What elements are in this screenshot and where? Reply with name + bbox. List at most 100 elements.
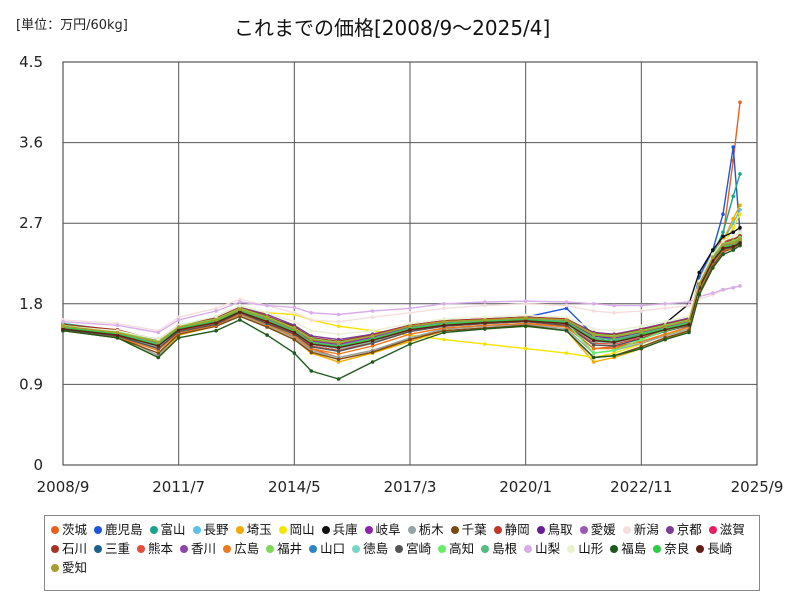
data-point (214, 320, 218, 325)
data-point (738, 237, 742, 242)
data-point (292, 305, 297, 310)
legend-marker (665, 525, 674, 534)
data-point (564, 351, 569, 355)
data-point (697, 293, 701, 297)
data-point (591, 351, 596, 355)
legend-marker (180, 544, 189, 553)
legend-label: 長崎 (707, 541, 733, 556)
data-point (591, 333, 596, 337)
data-point (214, 314, 218, 319)
legend-label: 福島 (621, 541, 647, 556)
legend-label: 静岡 (504, 522, 530, 537)
legend-item: 静岡 (493, 520, 530, 539)
data-point (663, 302, 667, 306)
legend-item: 滋賀 (708, 520, 745, 539)
data-point (442, 319, 446, 324)
data-point (408, 332, 412, 337)
series-lines (61, 100, 742, 381)
data-point (738, 225, 742, 230)
legend-item: 鳥取 (536, 520, 573, 539)
legend-item: 茨城 (51, 520, 87, 539)
data-point (61, 324, 65, 329)
legend-marker (579, 525, 588, 534)
data-point (639, 337, 644, 342)
legend-label: 徳島 (363, 541, 389, 556)
data-point (591, 346, 596, 351)
legend-label: 埼玉 (246, 522, 272, 537)
legend-item: 愛媛 (579, 520, 616, 539)
data-point (408, 328, 412, 332)
x-tick-label: 2020/1 (499, 478, 552, 496)
legend-label: 鳥取 (547, 522, 573, 537)
data-point (639, 346, 644, 351)
data-point (370, 309, 375, 313)
legend-marker (653, 544, 662, 553)
legend-label: 福井 (277, 541, 303, 556)
data-point (731, 248, 735, 252)
legend-item: 長野 (192, 520, 229, 539)
data-point (309, 318, 314, 322)
legend-marker (493, 525, 502, 534)
data-point (523, 316, 528, 320)
data-point (523, 299, 528, 303)
series-line-27 (62, 285, 741, 334)
data-point (309, 311, 314, 315)
data-point (564, 315, 569, 320)
x-tick-label: 2008/9 (37, 478, 90, 496)
data-point (156, 355, 161, 360)
data-point (697, 282, 701, 286)
data-point (663, 332, 667, 337)
legend-label: 富山 (160, 522, 186, 537)
legend-item: 山口 (309, 539, 345, 558)
data-point (731, 225, 735, 230)
data-point (564, 306, 569, 311)
data-point (612, 351, 616, 355)
data-point (639, 303, 644, 308)
x-tick-label: 2011/7 (152, 478, 205, 496)
data-point (612, 328, 616, 333)
legend-label: 熊本 (148, 541, 174, 556)
legend-label: 石川 (62, 541, 88, 556)
legend-label: 三重 (105, 541, 131, 556)
legend-marker (567, 544, 576, 553)
x-tick-label: 2022/11 (610, 478, 672, 496)
data-point (156, 330, 161, 335)
data-point (156, 351, 161, 355)
legend: 茨城 鹿児島 富山 長野 埼玉 岡山 兵庫 岐阜 栃木 千葉 静岡 鳥取 愛媛 新潟 京都 滋賀 石川 三重 熊本 香… (44, 515, 760, 591)
data-point (292, 311, 297, 315)
legend-label: 宮崎 (406, 541, 432, 556)
data-point (370, 315, 375, 320)
legend-item: 三重 (94, 539, 130, 558)
data-point (738, 212, 742, 216)
y-tick-label: 2.7 (19, 214, 43, 232)
legend-marker (51, 525, 59, 534)
legend-item: 岡山 (278, 520, 315, 539)
legend-label: 長野 (203, 522, 229, 537)
legend-label: 岐阜 (375, 522, 401, 537)
legend-marker (352, 544, 361, 553)
y-tick-label: 1.8 (19, 295, 43, 313)
data-point (336, 324, 341, 329)
legend-item: 長崎 (696, 539, 732, 558)
data-point (115, 333, 120, 337)
legend-marker (622, 525, 631, 534)
data-point (156, 340, 161, 345)
data-point (292, 330, 297, 335)
data-point (176, 318, 181, 322)
legend-item: 宮崎 (395, 539, 431, 558)
data-point (214, 309, 218, 313)
legend-marker (51, 563, 59, 572)
legend-item: 京都 (665, 520, 702, 539)
legend-marker (192, 525, 201, 534)
legend-item: 熊本 (137, 539, 173, 558)
legend-marker (223, 544, 232, 553)
data-point (265, 325, 269, 329)
legend-label: 千葉 (461, 522, 487, 537)
data-point (663, 328, 667, 332)
legend-item: 福井 (266, 539, 302, 558)
legend-marker (450, 525, 459, 534)
data-point (370, 350, 375, 355)
x-tick-label: 2017/3 (384, 478, 437, 496)
data-point (639, 329, 644, 334)
legend-label: 高知 (449, 541, 475, 556)
